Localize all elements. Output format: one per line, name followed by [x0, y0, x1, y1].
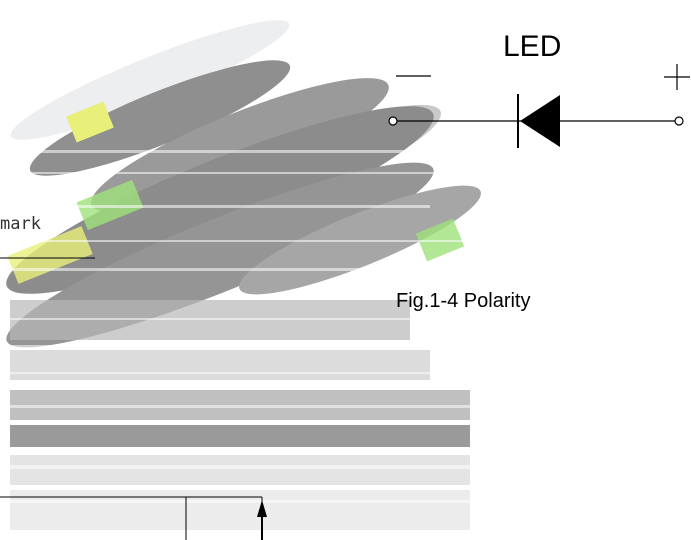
lead-arrow: [257, 500, 267, 517]
diode-symbol: [388, 64, 690, 148]
led-photo: [0, 20, 481, 530]
anode-left-terminal: [388, 116, 398, 126]
right-terminal: [674, 116, 684, 126]
mark-label: mark: [0, 214, 41, 234]
figure-caption: Fig.1-4 Polarity: [396, 290, 531, 312]
plus-sign: [664, 64, 690, 90]
diode-triangle: [520, 95, 560, 147]
led-label: LED: [503, 30, 562, 63]
